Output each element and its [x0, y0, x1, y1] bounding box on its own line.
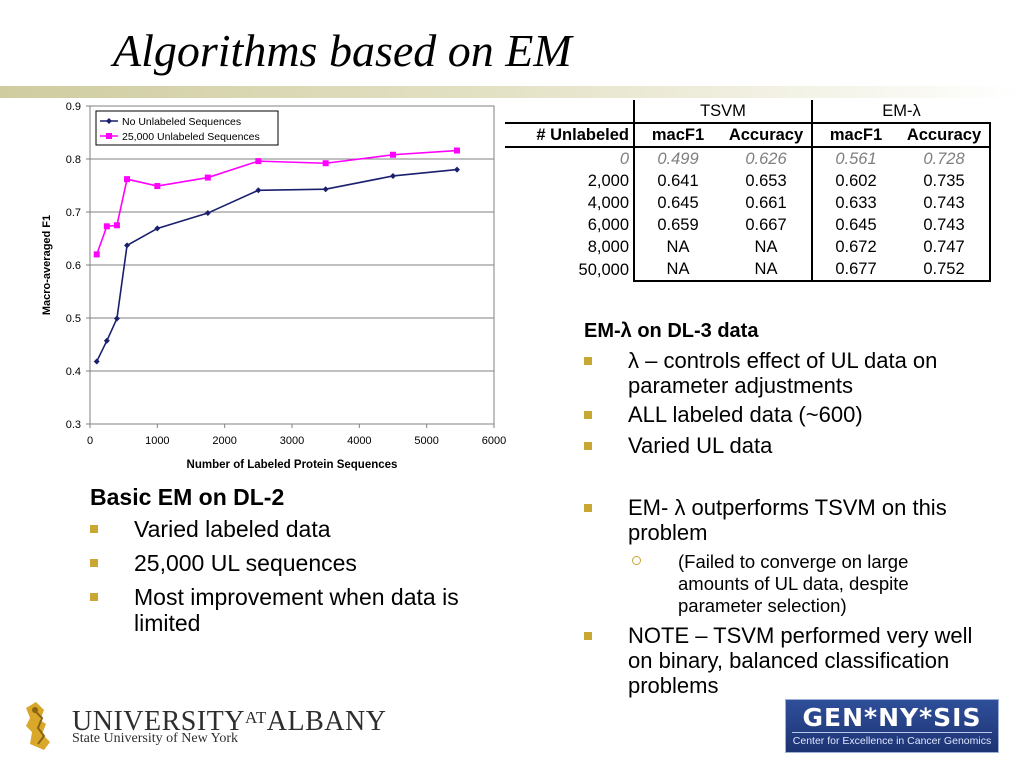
x-tick-label: 3000: [280, 435, 304, 447]
genysis-logo-text: GEN*NY*SIS: [802, 703, 982, 732]
data-point: [113, 315, 120, 322]
data-point: [113, 222, 120, 229]
data-point: [93, 358, 100, 365]
genysis-logo: GEN*NY*SIS Center for Excellence in Canc…: [785, 699, 999, 753]
table-row: 0 0.499 0.626 0.561 0.728: [505, 147, 991, 170]
y-tick-label: 0.3: [66, 419, 81, 431]
column-header: macF1: [634, 122, 721, 148]
column-header: macF1: [812, 122, 899, 148]
list-item: 25,000 UL sequences: [86, 550, 470, 576]
table-row: 50,000 NA NA 0.677 0.752: [505, 258, 991, 282]
genysis-logo-subtitle: Center for Excellence in Cancer Genomics: [792, 735, 992, 747]
legend-label: No Unlabeled Sequences: [122, 116, 241, 128]
university-name: UNIVERSITYATALBANY: [72, 706, 387, 737]
x-tick-label: 5000: [414, 435, 438, 447]
data-point: [103, 223, 110, 230]
list-item: Varied UL data: [580, 433, 984, 458]
y-tick-label: 0.7: [66, 207, 81, 219]
results-table: TSVM EM-λ # Unlabeled macF1 Accuracy mac…: [505, 100, 991, 282]
x-tick-label: 2000: [212, 435, 236, 447]
list-item: ALL labeled data (~600): [580, 402, 984, 427]
data-point: [154, 225, 161, 232]
left-heading: Basic EM on DL-2: [90, 484, 285, 510]
table-row: 4,000 0.645 0.661 0.633 0.743: [505, 192, 991, 214]
x-tick-label: 1000: [145, 435, 169, 447]
legend-label: 25,000 Unlabeled Sequences: [122, 131, 260, 143]
y-tick-label: 0.5: [66, 313, 81, 325]
list-item: Varied labeled data: [86, 516, 470, 542]
data-point: [204, 210, 211, 217]
right-text-block: EM-λ on DL-3 data λ – controls effect of…: [584, 318, 984, 698]
data-point: [390, 172, 396, 179]
data-point: [255, 187, 262, 194]
data-point: [124, 242, 131, 249]
bullet-icon: [90, 559, 98, 567]
bullet-icon: [90, 525, 98, 533]
x-tick-label: 6000: [482, 435, 506, 447]
chart-legend: [95, 110, 279, 146]
data-point: [154, 183, 161, 190]
data-point: [255, 158, 262, 165]
bullet-icon: [584, 442, 592, 450]
group-header-em-lambda: EM-λ: [882, 102, 921, 120]
hollow-bullet-icon: [632, 556, 641, 565]
x-tick-label: 0: [87, 435, 93, 447]
table-column-header-row: # Unlabeled macF1 Accuracy macF1 Accurac…: [505, 122, 991, 148]
bullet-icon: [90, 593, 98, 601]
list-item: EM- λ outperforms TSVM on this problem: [580, 495, 984, 545]
list-item: NOTE – TSVM performed very well on binar…: [580, 623, 984, 698]
list-item: λ – controls effect of UL data on parame…: [580, 348, 984, 398]
list-item: Most improvement when data is limited: [86, 584, 470, 636]
bullet-icon: [584, 357, 592, 365]
y-axis-label: Macro-averaged F1: [41, 215, 53, 315]
sub-list-item: (Failed to converge on large amounts of …: [580, 551, 984, 617]
data-point: [390, 151, 396, 158]
data-point: [453, 147, 460, 154]
university-seal-icon: [26, 702, 50, 750]
bullet-icon: [584, 411, 592, 419]
data-point: [124, 176, 131, 183]
slide-title: Algorithms based on EM: [113, 25, 572, 76]
table-row: 8,000 NA NA 0.672 0.747: [505, 236, 991, 258]
bullet-icon: [584, 632, 592, 640]
table-row: 6,000 0.659 0.667 0.645 0.743: [505, 214, 991, 236]
table-row: 2,000 0.641 0.653 0.602 0.735: [505, 170, 991, 192]
column-header: Accuracy: [899, 122, 991, 148]
series-line: [96, 168, 458, 362]
data-point: [204, 174, 211, 181]
data-point: [322, 160, 329, 167]
group-header-tsvm: TSVM: [634, 100, 813, 123]
y-tick-label: 0.4: [66, 366, 81, 378]
column-header: Accuracy: [721, 122, 813, 148]
university-subtitle: State University of New York: [72, 731, 239, 746]
data-point: [103, 337, 110, 344]
right-heading: EM-λ on DL-3 data: [584, 320, 759, 342]
x-tick-label: 4000: [347, 435, 371, 447]
bullet-icon: [584, 504, 592, 512]
title-divider-band: [0, 86, 1024, 98]
data-point: [453, 166, 460, 173]
y-tick-label: 0.9: [66, 101, 81, 113]
x-axis-label: Number of Labeled Protein Sequences: [187, 459, 398, 471]
table-group-header-row: TSVM EM-λ: [505, 100, 990, 123]
series-line: [95, 149, 458, 255]
data-point: [93, 251, 100, 258]
left-text-block: Basic EM on DL-2 Varied labeled data 25,…: [90, 484, 470, 636]
y-tick-label: 0.6: [66, 260, 81, 272]
em-performance-chart: 0.3 0.4 0.5 0.6 0.7 0.8 0.9 0 1000 2000 3000 4000 50…: [41, 101, 506, 471]
column-header: # Unlabeled: [505, 122, 635, 148]
data-point: [322, 186, 329, 193]
y-tick-label: 0.8: [66, 154, 81, 166]
